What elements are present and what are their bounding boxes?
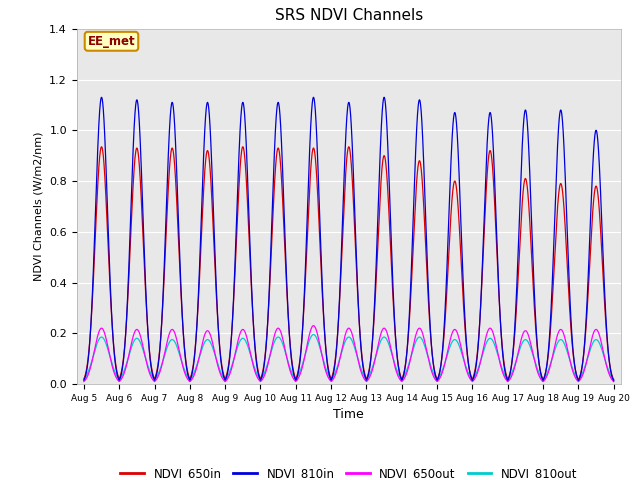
Y-axis label: NDVI Channels (W/m2/nm): NDVI Channels (W/m2/nm) — [34, 132, 44, 281]
Text: EE_met: EE_met — [88, 35, 135, 48]
X-axis label: Time: Time — [333, 408, 364, 421]
Title: SRS NDVI Channels: SRS NDVI Channels — [275, 9, 423, 24]
Legend: NDVI_650in, NDVI_810in, NDVI_650out, NDVI_810out: NDVI_650in, NDVI_810in, NDVI_650out, NDV… — [116, 462, 582, 480]
